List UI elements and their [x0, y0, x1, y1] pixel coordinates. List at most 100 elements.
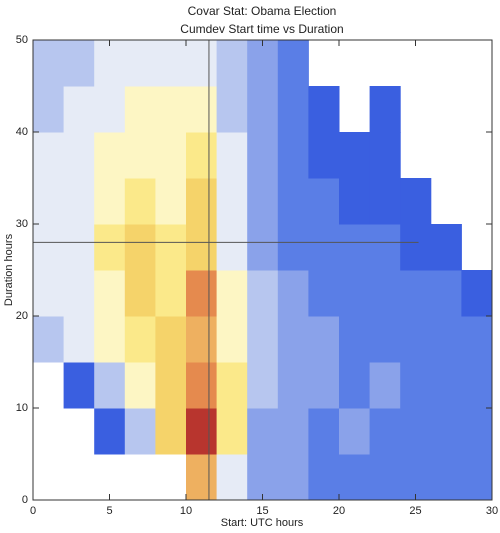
contour-cell: [339, 270, 371, 317]
contour-cell: [155, 270, 187, 317]
contour-cell: [94, 362, 126, 409]
contour-cell: [63, 132, 95, 179]
contour-cell: [186, 40, 218, 87]
contour-cell: [369, 454, 401, 500]
contour-cell: [247, 316, 279, 363]
contour-cell: [247, 40, 279, 87]
contour-cell: [430, 270, 462, 317]
contour-cell: [155, 316, 187, 363]
contour-cell: [308, 178, 340, 225]
contour-cell: [186, 362, 218, 409]
contour-cell: [124, 224, 156, 271]
contour-cell: [94, 270, 126, 317]
contour-cell: [33, 132, 65, 179]
contour-cell: [400, 316, 432, 363]
contour-cell: [247, 86, 279, 133]
contour-cell: [277, 178, 309, 225]
contour-cell: [430, 454, 462, 500]
contour-cell: [400, 270, 432, 317]
contour-cell: [369, 178, 401, 225]
contour-cell: [186, 132, 218, 179]
contour-cell: [369, 316, 401, 363]
contour-cell: [400, 408, 432, 455]
contour-cell: [247, 454, 279, 500]
y-axis-label: Duration hours: [3, 233, 15, 306]
contour-cell: [277, 270, 309, 317]
contour-cell: [94, 40, 126, 87]
y-tick-label: 50: [16, 34, 28, 46]
x-tick-label: 30: [486, 505, 498, 517]
contour-cell: [277, 454, 309, 500]
y-tick-label: 0: [22, 494, 28, 506]
contour-cell: [33, 86, 65, 133]
contour-cell: [124, 40, 156, 87]
contour-cell: [186, 454, 218, 500]
x-tick-label: 0: [30, 505, 36, 517]
contour-cell: [124, 86, 156, 133]
contour-cell: [63, 224, 95, 271]
contour-cell: [216, 408, 248, 455]
x-tick-label: 20: [333, 505, 345, 517]
contour-cell: [33, 270, 65, 317]
contour-cell: [461, 408, 492, 455]
contour-cell: [369, 132, 401, 179]
contour-cell: [124, 316, 156, 363]
contour-cell: [308, 316, 340, 363]
contour-cell: [277, 408, 309, 455]
contour-cell: [63, 316, 95, 363]
contour-cell: [216, 454, 248, 500]
contour-cell: [277, 132, 309, 179]
contour-cell: [369, 224, 401, 271]
contour-cell: [216, 40, 248, 87]
contour-cell: [216, 178, 248, 225]
contour-cell: [430, 362, 462, 409]
contour-cell: [339, 224, 371, 271]
contour-cell: [461, 454, 492, 500]
contour-cell: [63, 86, 95, 133]
contour-cell: [430, 408, 462, 455]
contour-cell: [308, 132, 340, 179]
chart-subtitle: Cumdev Start time vs Duration: [180, 22, 343, 36]
contour-cell: [155, 178, 187, 225]
contour-cell: [155, 408, 187, 455]
contour-cell: [33, 316, 65, 363]
contour-cell: [186, 86, 218, 133]
contour-cell: [400, 362, 432, 409]
contour-cell: [33, 224, 65, 271]
contour-cell: [308, 454, 340, 500]
contour-cell: [155, 86, 187, 133]
contour-cell: [247, 362, 279, 409]
contour-cell: [277, 362, 309, 409]
contour-field: [33, 40, 492, 500]
contour-cell: [124, 362, 156, 409]
x-tick-label: 15: [256, 505, 268, 517]
contour-cell: [339, 132, 371, 179]
contour-cell: [155, 362, 187, 409]
y-tick-label: 30: [16, 218, 28, 230]
x-axis-label: Start: UTC hours: [221, 517, 304, 529]
contour-cell: [461, 270, 492, 317]
contour-cell: [63, 270, 95, 317]
contour-cell: [308, 86, 340, 133]
contour-cell: [247, 224, 279, 271]
contour-cell: [430, 316, 462, 363]
contour-cell: [400, 454, 432, 500]
contour-cell: [277, 86, 309, 133]
y-tick-label: 10: [16, 402, 28, 414]
contour-cell: [94, 132, 126, 179]
contour-cell: [33, 178, 65, 225]
contour-cell: [369, 270, 401, 317]
contour-cell: [277, 40, 309, 87]
contour-cell: [400, 178, 432, 225]
y-tick-label: 40: [16, 126, 28, 138]
contour-cell: [247, 270, 279, 317]
contour-cell: [400, 224, 432, 271]
contour-cell: [216, 132, 248, 179]
contour-cell: [33, 40, 65, 87]
contour-cell: [308, 362, 340, 409]
contour-cell: [461, 362, 492, 409]
contour-cell: [339, 362, 371, 409]
contour-cell: [124, 178, 156, 225]
contour-cell: [124, 270, 156, 317]
